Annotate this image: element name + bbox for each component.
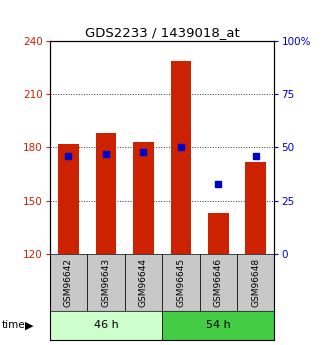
Bar: [125, 254, 162, 310]
Bar: [96, 133, 116, 254]
Bar: [87, 254, 125, 310]
Bar: [58, 144, 79, 254]
Text: GSM96646: GSM96646: [214, 257, 223, 307]
Title: GDS2233 / 1439018_at: GDS2233 / 1439018_at: [85, 26, 239, 39]
Text: GSM96648: GSM96648: [251, 257, 260, 307]
Bar: [50, 310, 162, 340]
Text: 54 h: 54 h: [206, 320, 231, 330]
Text: ▶: ▶: [25, 320, 34, 330]
Bar: [246, 161, 266, 254]
Text: GSM96642: GSM96642: [64, 257, 73, 307]
Bar: [237, 254, 274, 310]
Text: 46 h: 46 h: [93, 320, 118, 330]
Bar: [170, 61, 191, 254]
Bar: [133, 142, 154, 254]
Text: time: time: [2, 320, 25, 330]
Text: GSM96645: GSM96645: [176, 257, 185, 307]
Bar: [208, 213, 229, 254]
Text: GSM96644: GSM96644: [139, 257, 148, 307]
Bar: [162, 254, 200, 310]
Bar: [200, 254, 237, 310]
Bar: [162, 310, 274, 340]
Text: GSM96643: GSM96643: [101, 257, 110, 307]
Bar: [50, 254, 87, 310]
